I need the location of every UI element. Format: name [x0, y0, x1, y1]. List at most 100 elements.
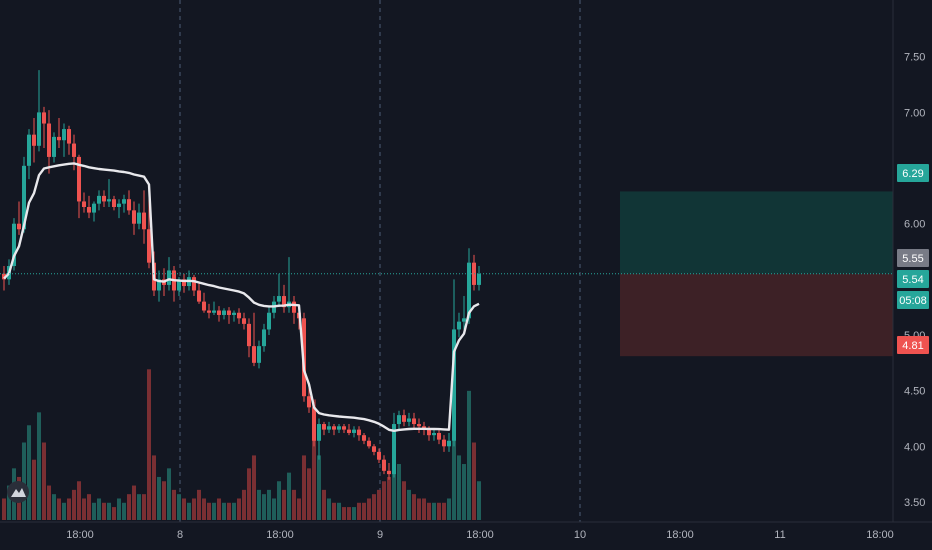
candle-body[interactable] [387, 470, 391, 475]
candle-body[interactable] [417, 424, 421, 427]
candle-body[interactable] [407, 418, 411, 422]
candle-body[interactable] [132, 210, 136, 224]
candle-body[interactable] [142, 212, 146, 230]
candle-body[interactable] [167, 270, 171, 285]
candle-body[interactable] [327, 426, 331, 430]
candle-body[interactable] [32, 134, 36, 146]
time-tick-label: 10 [574, 529, 586, 541]
candle-body[interactable] [22, 165, 26, 230]
candle-body[interactable] [17, 223, 21, 230]
candle-body[interactable] [247, 323, 251, 347]
price-tag[interactable] [897, 249, 929, 267]
candle-body[interactable] [392, 424, 396, 475]
price-tick-label: 7.50 [904, 52, 925, 64]
candle-body[interactable] [452, 329, 456, 441]
candle-body[interactable] [37, 112, 41, 146]
candle-body[interactable] [12, 223, 16, 266]
candle-body[interactable] [412, 418, 416, 425]
candle-body[interactable] [147, 229, 151, 263]
price-tag[interactable] [897, 291, 929, 309]
volume-bar [2, 498, 6, 520]
candle-body[interactable] [292, 301, 296, 313]
candle-body[interactable] [437, 432, 441, 440]
candle-body[interactable] [447, 440, 451, 447]
candle-body[interactable] [122, 199, 126, 204]
candle-body[interactable] [257, 346, 261, 363]
candle-body[interactable] [222, 310, 226, 315]
candle-body[interactable] [237, 312, 241, 319]
candle-body[interactable] [467, 262, 471, 319]
candle-body[interactable] [462, 318, 466, 322]
candle-body[interactable] [227, 310, 231, 315]
candle-body[interactable] [267, 312, 271, 330]
candle-body[interactable] [352, 429, 356, 433]
candle-body[interactable] [442, 439, 446, 447]
candle-body[interactable] [202, 301, 206, 311]
candle-body[interactable] [67, 129, 71, 144]
candle-body[interactable] [432, 432, 436, 436]
price-tag[interactable] [897, 164, 929, 182]
candle-body[interactable] [457, 321, 461, 330]
candle-body[interactable] [377, 451, 381, 460]
candle-body[interactable] [322, 424, 326, 430]
candle-body[interactable] [42, 112, 46, 124]
candle-body[interactable] [192, 277, 196, 291]
position-stop-zone[interactable] [620, 273, 893, 357]
candle-body[interactable] [372, 446, 376, 452]
candle-body[interactable] [232, 312, 236, 315]
candle-body[interactable] [92, 203, 96, 213]
candle-body[interactable] [62, 129, 66, 141]
volume-bar [422, 498, 426, 520]
candle-body[interactable] [82, 201, 86, 208]
candle-body[interactable] [337, 426, 341, 430]
candle-body[interactable] [262, 329, 266, 347]
candle-body[interactable] [197, 290, 201, 302]
candle-body[interactable] [207, 310, 211, 313]
candle-body[interactable] [77, 156, 81, 202]
candle-body[interactable] [427, 429, 431, 436]
candle-body[interactable] [212, 310, 216, 313]
candle-body[interactable] [72, 143, 76, 157]
candle-body[interactable] [347, 429, 351, 433]
candle-body[interactable] [357, 429, 361, 436]
candle-body[interactable] [102, 195, 106, 202]
candle-body[interactable] [52, 136, 56, 157]
candle-body[interactable] [307, 396, 311, 408]
candle-body[interactable] [367, 440, 371, 447]
candle-body[interactable] [97, 195, 101, 204]
time-tick-label: 18:00 [466, 529, 494, 541]
candle-body[interactable] [182, 279, 186, 287]
candle-body[interactable] [117, 203, 121, 208]
candle-body[interactable] [217, 310, 221, 315]
candle-body[interactable] [242, 318, 246, 324]
candle-body[interactable] [57, 136, 61, 141]
candle-body[interactable] [127, 199, 131, 211]
position-target-zone[interactable] [620, 191, 893, 274]
candle-body[interactable] [342, 426, 346, 430]
candle-body[interactable] [47, 123, 51, 157]
candle-body[interactable] [477, 273, 481, 285]
volume-bar [102, 502, 106, 520]
candle-body[interactable] [382, 459, 386, 471]
candle-body[interactable] [2, 273, 6, 280]
candle-body[interactable] [317, 424, 321, 441]
candle-body[interactable] [112, 199, 116, 208]
candle-body[interactable] [137, 212, 141, 224]
price-tag[interactable] [897, 270, 929, 288]
candle-body[interactable] [277, 296, 281, 302]
candle-body[interactable] [157, 279, 161, 291]
candle-body[interactable] [402, 415, 406, 422]
candle-body[interactable] [312, 407, 316, 441]
candle-body[interactable] [27, 134, 31, 166]
candle-body[interactable] [252, 346, 256, 363]
candle-body[interactable] [332, 426, 336, 430]
candle-body[interactable] [177, 279, 181, 291]
price-tag[interactable] [897, 336, 929, 354]
candle-body[interactable] [107, 199, 111, 202]
candle-body[interactable] [362, 435, 366, 441]
candle-body[interactable] [87, 207, 91, 213]
candle-body[interactable] [397, 415, 401, 425]
candle-body[interactable] [282, 296, 286, 308]
